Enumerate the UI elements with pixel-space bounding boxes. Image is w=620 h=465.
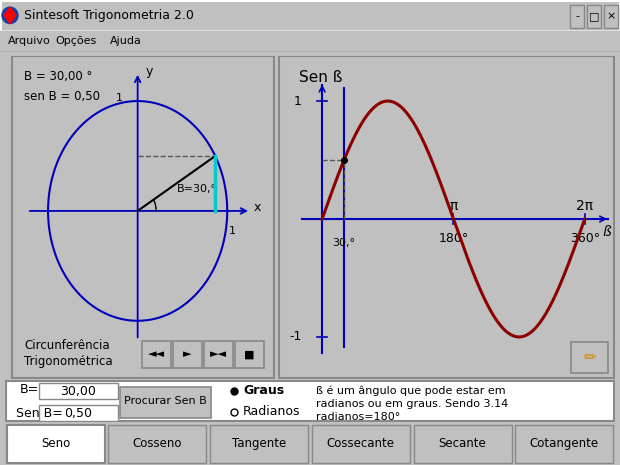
Text: 1: 1 — [294, 94, 302, 107]
FancyBboxPatch shape — [120, 387, 211, 418]
FancyBboxPatch shape — [38, 383, 118, 399]
FancyBboxPatch shape — [204, 341, 232, 368]
Text: ß: ß — [602, 225, 611, 239]
Text: Procurar Sen B: Procurar Sen B — [124, 396, 207, 406]
Text: ✏: ✏ — [583, 350, 596, 365]
Text: B = 30,00 °: B = 30,00 ° — [24, 70, 93, 83]
Text: sen B = 0,50: sen B = 0,50 — [24, 90, 100, 103]
FancyBboxPatch shape — [6, 381, 614, 421]
Text: Ajuda: Ajuda — [110, 36, 142, 47]
FancyBboxPatch shape — [587, 5, 601, 27]
Text: 180°: 180° — [438, 232, 469, 245]
Text: Cosseno: Cosseno — [133, 437, 182, 450]
Text: ß é um ângulo que pode estar em
radianos ou em graus. Sendo 3.14
radianos=180°: ß é um ângulo que pode estar em radianos… — [316, 385, 508, 422]
FancyBboxPatch shape — [515, 425, 613, 463]
FancyBboxPatch shape — [571, 342, 608, 372]
Text: 0,50: 0,50 — [64, 406, 92, 419]
FancyBboxPatch shape — [604, 5, 618, 27]
Text: Sintesoft Trigonometria 2.0: Sintesoft Trigonometria 2.0 — [24, 9, 194, 22]
Text: Arquivo: Arquivo — [8, 36, 51, 47]
Text: π: π — [450, 199, 458, 213]
Text: Cotangente: Cotangente — [529, 437, 599, 450]
Text: x: x — [254, 201, 261, 214]
Text: ×: × — [606, 11, 616, 21]
Text: B=: B= — [20, 384, 40, 397]
FancyBboxPatch shape — [38, 405, 118, 421]
FancyBboxPatch shape — [312, 425, 410, 463]
Text: 30,00: 30,00 — [60, 385, 96, 398]
Text: 1: 1 — [229, 226, 236, 236]
Text: 30,°: 30,° — [332, 239, 355, 248]
FancyBboxPatch shape — [414, 425, 512, 463]
Text: ►◄: ►◄ — [210, 349, 227, 359]
FancyBboxPatch shape — [570, 5, 584, 27]
Text: 360°: 360° — [570, 232, 600, 245]
Text: Graus: Graus — [243, 385, 284, 397]
Text: □: □ — [589, 11, 600, 21]
Text: 1: 1 — [116, 93, 123, 103]
Text: ►: ► — [183, 349, 192, 359]
Text: Circunferência: Circunferência — [24, 339, 110, 352]
Circle shape — [2, 7, 18, 24]
FancyBboxPatch shape — [141, 341, 171, 368]
FancyBboxPatch shape — [108, 425, 206, 463]
FancyBboxPatch shape — [235, 341, 264, 368]
Text: ■: ■ — [244, 349, 255, 359]
Text: 2π: 2π — [576, 199, 593, 213]
FancyBboxPatch shape — [173, 341, 202, 368]
Text: Secante: Secante — [438, 437, 487, 450]
Text: Tangente: Tangente — [232, 437, 286, 450]
Text: Opções: Opções — [55, 36, 96, 47]
Text: ◄◄: ◄◄ — [148, 349, 164, 359]
Text: Sen ß: Sen ß — [299, 70, 342, 86]
Text: Cossecante: Cossecante — [327, 437, 395, 450]
Text: Radianos: Radianos — [243, 405, 301, 418]
Text: Sen B=: Sen B= — [16, 406, 63, 419]
Text: y: y — [146, 66, 153, 79]
Text: Seno: Seno — [41, 437, 71, 450]
FancyBboxPatch shape — [0, 0, 620, 31]
Text: -: - — [575, 11, 579, 21]
FancyBboxPatch shape — [210, 425, 308, 463]
FancyBboxPatch shape — [7, 425, 105, 463]
Text: B=30,°: B=30,° — [177, 184, 217, 193]
Polygon shape — [4, 7, 16, 24]
Text: -1: -1 — [290, 331, 302, 344]
Text: Trigonométrica: Trigonométrica — [24, 355, 113, 368]
